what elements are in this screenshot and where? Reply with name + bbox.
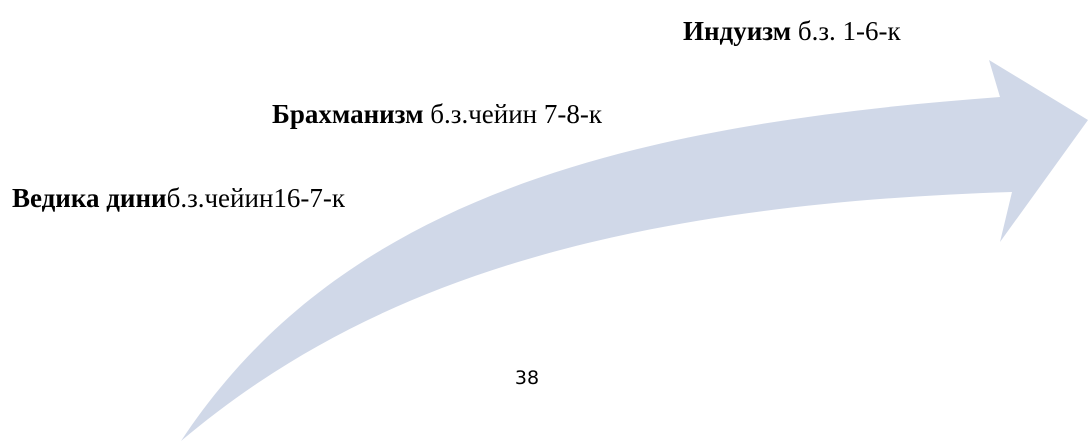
stage-period: б.з.чейин16-7-к <box>166 183 345 213</box>
stage-name: Брахманизм <box>272 99 424 129</box>
stage-hinduism: Индуизм б.з. 1-6-к <box>683 15 901 47</box>
stage-name: Ведика дини <box>12 183 167 213</box>
stage-period: б.з.чейин 7-8-к <box>430 99 602 129</box>
stage-name: Индуизм <box>683 16 792 46</box>
stage-period: б.з. 1-6-к <box>797 16 901 46</box>
stage-vedic-religion: Ведика диниб.з.чейин16-7-к <box>12 182 345 214</box>
stage-brahmanism: Брахманизм б.з.чейин 7-8-к <box>272 98 602 130</box>
page-number: 38 <box>514 367 540 389</box>
curved-arrow-shape <box>181 60 1088 441</box>
